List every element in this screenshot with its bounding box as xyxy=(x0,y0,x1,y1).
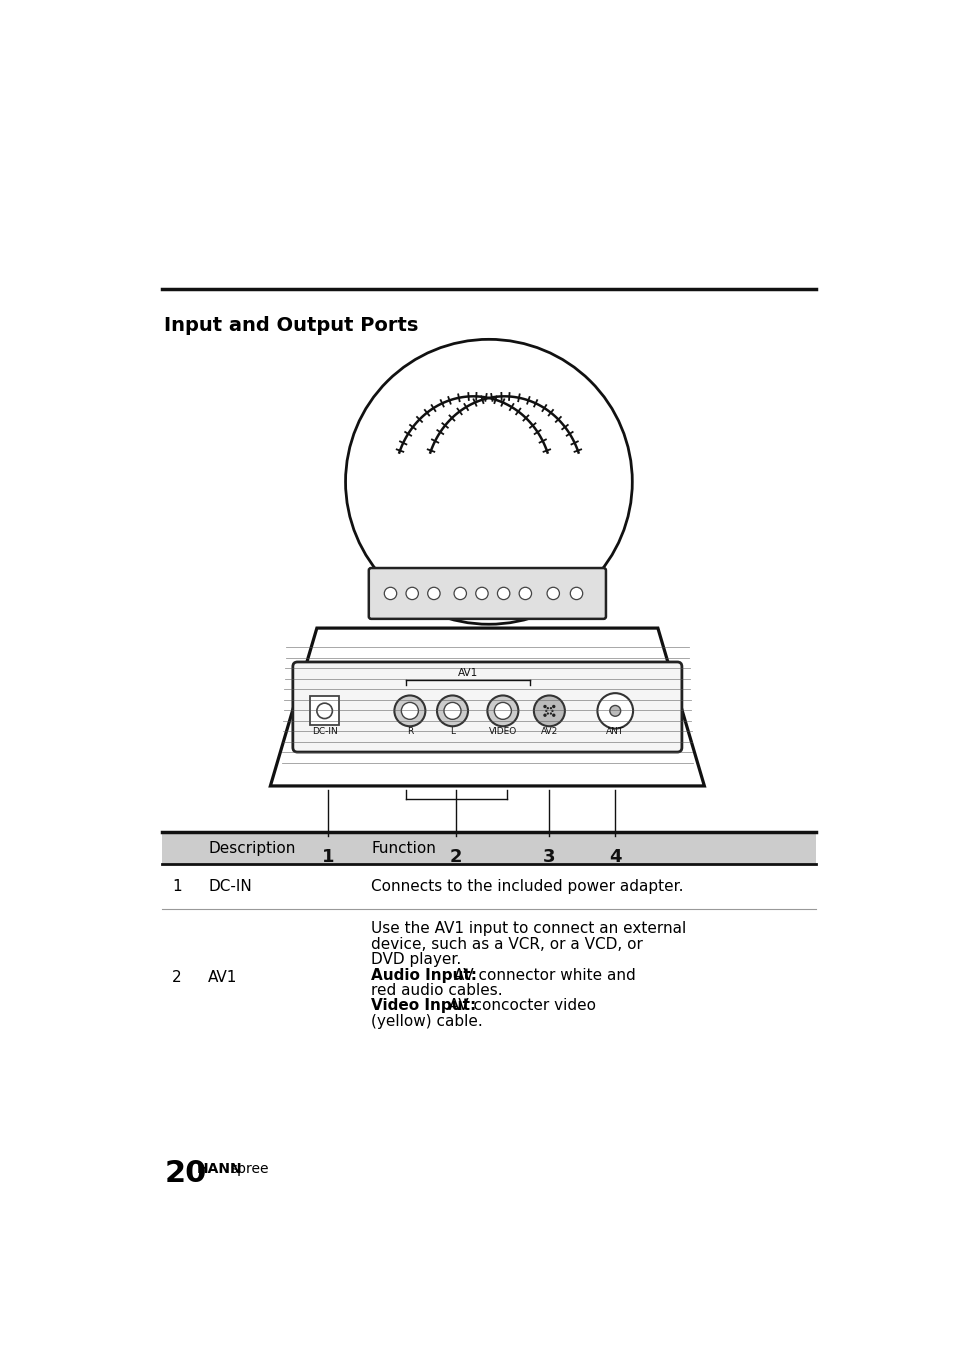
Circle shape xyxy=(546,707,548,710)
FancyBboxPatch shape xyxy=(310,696,339,726)
Circle shape xyxy=(406,587,418,599)
Circle shape xyxy=(597,694,633,729)
Text: 4: 4 xyxy=(608,848,620,865)
Text: Input and Output Ports: Input and Output Ports xyxy=(164,316,418,335)
Polygon shape xyxy=(270,629,703,786)
Text: 3: 3 xyxy=(542,848,555,865)
Circle shape xyxy=(494,703,511,719)
Text: Connects to the included power adapter.: Connects to the included power adapter. xyxy=(371,879,683,894)
Text: R: R xyxy=(406,727,413,737)
Circle shape xyxy=(570,587,582,599)
Circle shape xyxy=(551,710,553,713)
Text: Audio Input:: Audio Input: xyxy=(371,968,476,983)
Circle shape xyxy=(497,587,509,599)
Text: 1: 1 xyxy=(322,848,335,865)
FancyBboxPatch shape xyxy=(369,568,605,619)
Circle shape xyxy=(394,695,425,726)
Text: AV1: AV1 xyxy=(208,969,237,984)
Circle shape xyxy=(476,587,488,599)
Text: AV connector white and: AV connector white and xyxy=(449,968,636,983)
Text: Video Input:: Video Input: xyxy=(371,999,476,1014)
Text: AV2: AV2 xyxy=(540,727,558,737)
Text: AV1: AV1 xyxy=(457,668,477,679)
Circle shape xyxy=(534,695,564,726)
Circle shape xyxy=(443,703,460,719)
Text: (yellow) cable.: (yellow) cable. xyxy=(371,1014,482,1029)
Text: VIDEO: VIDEO xyxy=(488,727,517,737)
Text: HANN: HANN xyxy=(196,1163,242,1176)
Circle shape xyxy=(552,704,555,708)
Text: 2: 2 xyxy=(172,969,181,984)
Text: 1: 1 xyxy=(172,879,181,894)
Circle shape xyxy=(609,706,620,717)
Text: ANT: ANT xyxy=(605,727,623,737)
Circle shape xyxy=(549,707,552,710)
Text: 2: 2 xyxy=(450,848,462,865)
Text: AV concocter video: AV concocter video xyxy=(443,999,596,1014)
Text: 20: 20 xyxy=(164,1160,207,1188)
Circle shape xyxy=(384,587,396,599)
Text: Use the AV1 input to connect an external: Use the AV1 input to connect an external xyxy=(371,922,685,937)
Text: DC-IN: DC-IN xyxy=(208,879,252,894)
Circle shape xyxy=(454,587,466,599)
Text: red audio cables.: red audio cables. xyxy=(371,983,502,998)
Text: Function: Function xyxy=(371,841,436,856)
Text: L: L xyxy=(450,727,455,737)
FancyBboxPatch shape xyxy=(293,662,681,752)
Circle shape xyxy=(427,587,439,599)
Circle shape xyxy=(487,695,517,726)
Circle shape xyxy=(542,704,546,708)
Text: DVD player.: DVD player. xyxy=(371,952,461,967)
Circle shape xyxy=(544,710,547,713)
Text: spree: spree xyxy=(230,1163,269,1176)
Circle shape xyxy=(436,695,468,726)
Circle shape xyxy=(552,714,555,717)
Text: DC-IN: DC-IN xyxy=(312,727,337,737)
Circle shape xyxy=(546,713,548,715)
Circle shape xyxy=(546,587,558,599)
FancyBboxPatch shape xyxy=(162,831,815,864)
Text: device, such as a VCR, or a VCD, or: device, such as a VCR, or a VCD, or xyxy=(371,937,642,952)
Circle shape xyxy=(542,714,546,717)
Circle shape xyxy=(316,703,332,718)
Circle shape xyxy=(518,587,531,599)
Circle shape xyxy=(401,703,418,719)
Circle shape xyxy=(549,713,552,715)
Text: Description: Description xyxy=(208,841,295,856)
